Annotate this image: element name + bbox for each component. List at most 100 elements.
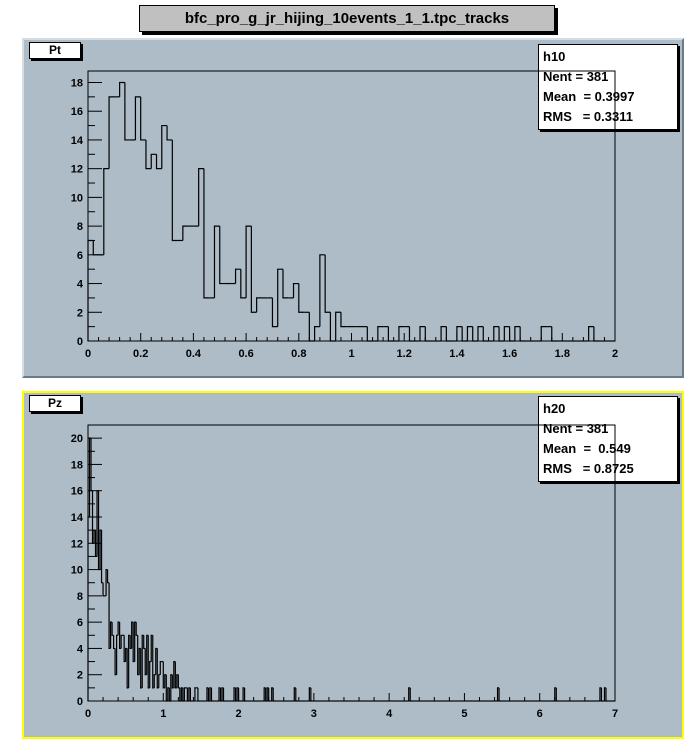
y-tick-label: 10: [71, 565, 83, 577]
plot-frame: [87, 70, 616, 342]
y-tick-label: 8: [77, 221, 83, 233]
histogram-bin: [498, 687, 501, 702]
histogram-bin: [135, 622, 138, 636]
histogram-bin: [182, 225, 189, 241]
histogram-bin: [245, 225, 252, 298]
histogram-bin: [319, 254, 326, 327]
histogram-bin: [466, 326, 473, 341]
histogram-bin: [282, 269, 289, 299]
histogram-bin: [440, 326, 447, 341]
y-tick-label: 0: [77, 696, 83, 708]
histogram-bin: [150, 153, 157, 169]
histogram-bin: [498, 326, 505, 342]
histogram-bin: [509, 326, 515, 342]
histogram-bin: [108, 96, 115, 169]
histogram-bin: [398, 326, 405, 341]
histogram-bin: [213, 225, 220, 298]
histogram-bin: [272, 687, 275, 702]
histogram-bin: [482, 326, 489, 342]
x-tick-label: 1: [160, 708, 166, 720]
histogram-bin: [308, 312, 315, 342]
histogram-bin: [314, 326, 320, 341]
histogram-bin: [445, 326, 452, 342]
y-tick-label: 0: [77, 336, 83, 348]
histogram-bin: [149, 660, 152, 688]
histogram-bin: [593, 326, 600, 342]
histogram-bin: [240, 269, 247, 299]
x-tick-label: 7: [612, 708, 618, 720]
histogram-bin: [519, 326, 526, 342]
histogram-bin: [183, 687, 186, 701]
histogram-bin: [197, 687, 200, 702]
y-tick-label: 16: [71, 106, 83, 118]
histogram-bin: [134, 96, 141, 140]
histogram-bin: [295, 687, 298, 702]
histogram-bin: [102, 582, 105, 597]
stats-rms: RMS = 0.8725: [543, 461, 634, 476]
x-tick-label: 0.8: [291, 348, 306, 360]
y-tick-label: 6: [77, 617, 83, 629]
x-tick-label: 4: [386, 708, 393, 720]
histogram-bin: [120, 634, 123, 649]
x-tick-label: 1.8: [555, 348, 570, 360]
histogram-bin: [324, 254, 331, 313]
pad-pz[interactable]: Pz h20 Nent = 381 Mean = 0.549 RMS = 0.8…: [22, 391, 684, 739]
histogram-bin: [158, 674, 161, 688]
histogram-bin: [408, 326, 415, 342]
x-tick-label: 5: [461, 708, 467, 720]
histogram-bin: [555, 687, 558, 702]
histogram-bin: [92, 240, 99, 256]
histogram-bin: [87, 239, 94, 341]
histogram-bin: [540, 326, 547, 341]
histogram-bin: [100, 530, 104, 584]
x-tick-label: 2: [612, 348, 618, 360]
y-tick-label: 4: [77, 643, 84, 655]
stats-box-h20[interactable]: h20 Nent = 381 Mean = 0.549 RMS = 0.8725: [538, 396, 678, 482]
histogram-bin: [493, 326, 500, 341]
histogram-bin: [124, 82, 131, 141]
histogram-bin: [194, 687, 197, 701]
stats-nent: Nent = 381: [543, 69, 609, 84]
histogram-bin: [143, 635, 146, 650]
y-tick-label: 10: [71, 192, 83, 204]
histogram-bin: [153, 674, 156, 688]
histogram-bin: [503, 326, 510, 341]
histogram-bin: [203, 168, 210, 299]
x-tick-label: 6: [537, 708, 543, 720]
histogram-bin: [171, 139, 178, 242]
histogram-bin: [177, 674, 180, 689]
histogram-bin: [140, 96, 146, 141]
histogram-bin: [424, 326, 431, 342]
stats-rms: RMS = 0.3311: [543, 109, 633, 124]
x-tick-label: 1: [348, 348, 354, 360]
x-tick-label: 0.2: [133, 348, 148, 360]
stats-box-h10[interactable]: h10 Nent = 381 Mean = 0.3997 RMS = 0.331…: [538, 44, 678, 130]
histogram-bin: [113, 635, 116, 650]
y-tick-label: 2: [77, 670, 83, 682]
pad-title-pt: Pt: [29, 42, 81, 59]
x-tick-label: 0: [85, 708, 91, 720]
x-tick-label: 2: [236, 708, 242, 720]
histogram-bin: [456, 326, 463, 341]
histogram-bin: [600, 687, 603, 702]
y-tick-label: 4: [77, 279, 84, 291]
histogram-bin: [335, 311, 341, 341]
histogram-bin: [234, 268, 241, 284]
histogram-bin: [514, 326, 521, 341]
pad-title-pz: Pz: [29, 395, 81, 412]
y-tick-label: 8: [77, 591, 83, 603]
histogram-bin: [377, 326, 384, 341]
y-tick-label: 18: [71, 459, 83, 471]
histogram-bin: [155, 154, 162, 170]
histogram-bin: [219, 226, 226, 285]
histogram-bin: [588, 326, 594, 341]
y-tick-label: 6: [77, 250, 83, 262]
stats-name: h20: [543, 401, 566, 416]
histogram-bin: [103, 168, 110, 255]
histogram-bin: [329, 312, 336, 342]
histogram-bin: [106, 569, 110, 584]
canvas-title: bfc_pro_g_jr_hijing_10events_1_1.tpc_tra…: [139, 5, 555, 32]
histogram-bin: [145, 139, 152, 170]
pad-pt[interactable]: Pt h10 Nent = 381 Mean = 0.3997 RMS = 0.…: [22, 38, 684, 378]
